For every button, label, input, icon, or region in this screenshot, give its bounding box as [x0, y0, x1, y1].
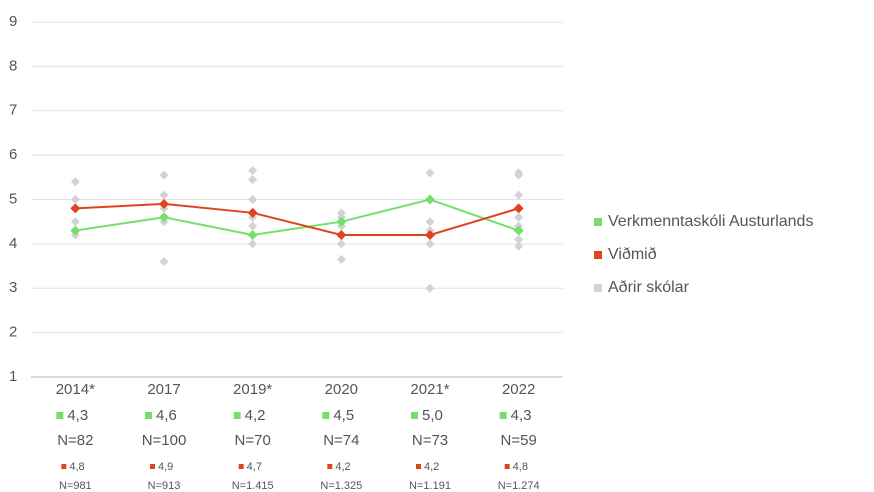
series-point: [70, 225, 81, 236]
legend-swatch: [594, 218, 602, 226]
value-label: 4,6: [156, 407, 177, 424]
series-point: [336, 230, 347, 240]
n-label: N=1.191: [409, 480, 451, 492]
other-school-point: [425, 168, 435, 178]
value-swatch: [61, 464, 67, 469]
other-school-point: [336, 239, 346, 249]
legend-swatch: [594, 251, 602, 259]
value-label: 4,9: [158, 461, 173, 473]
y-tick-label: 2: [9, 324, 17, 341]
value-label: 4,8: [69, 461, 84, 473]
legend-label: Viðmið: [608, 246, 657, 263]
legend-label: Verkmenntaskóli Austurlands: [608, 213, 813, 230]
other-school-point: [514, 212, 524, 222]
y-tick-label: 5: [9, 190, 17, 207]
other-school-point: [514, 190, 524, 200]
series-line: [75, 202, 519, 236]
x-tick-label: 2014*: [56, 381, 95, 398]
value-swatch: [56, 412, 64, 419]
y-tick-label: 7: [9, 102, 17, 119]
other-school-point: [159, 257, 169, 267]
value-swatch: [238, 464, 244, 469]
n-label: N=73: [412, 432, 448, 449]
value-swatch: [416, 464, 421, 469]
other-school-point: [248, 221, 258, 231]
n-label: N=59: [501, 432, 537, 449]
value-swatch: [327, 464, 333, 469]
value-label: 4,3: [511, 407, 532, 424]
series-point: [159, 212, 169, 223]
value-swatch: [322, 412, 330, 419]
value-label: 4,2: [335, 461, 350, 473]
y-tick-label: 3: [9, 279, 17, 296]
n-label: N=1.415: [232, 480, 274, 492]
value-swatch: [504, 464, 510, 469]
value-label: 4,7: [247, 461, 262, 473]
x-tick-label: 2017: [147, 381, 180, 398]
x-tick-label: 2019*: [233, 381, 272, 398]
other-school-point: [514, 234, 524, 244]
other-school-point: [514, 241, 524, 251]
x-tick-label: 2020: [325, 381, 358, 398]
n-label: N=1.325: [320, 480, 362, 492]
n-label: N=981: [59, 480, 92, 492]
other-school-point: [248, 175, 258, 185]
value-swatch: [499, 412, 507, 419]
other-school-point: [159, 170, 169, 180]
series-point: [247, 207, 258, 218]
n-label: N=74: [323, 432, 359, 449]
other-school-point: [425, 239, 435, 249]
other-school-point: [425, 217, 435, 227]
other-school-point: [70, 177, 80, 187]
other-school-point: [425, 283, 435, 293]
other-school-point: [159, 190, 169, 200]
other-school-point: [70, 195, 80, 204]
y-tick-label: 4: [9, 235, 17, 252]
y-tick-label: 6: [9, 146, 17, 163]
series-point: [70, 203, 81, 214]
other-school-point: [248, 239, 258, 249]
legend-swatch: [594, 284, 602, 292]
y-tick-label: 8: [9, 57, 17, 74]
series-point: [247, 230, 258, 240]
n-label: N=100: [142, 432, 187, 449]
value-label: 4,2: [424, 461, 439, 473]
series-point: [425, 230, 435, 240]
series-point: [425, 194, 435, 205]
x-tick-label: 2021*: [410, 381, 449, 398]
other-school-point: [248, 195, 258, 204]
series-point: [336, 216, 347, 227]
value-swatch: [150, 464, 155, 469]
value-label: 4,2: [245, 407, 266, 424]
series-point: [513, 203, 524, 214]
other-school-point: [70, 217, 80, 227]
series-point: [159, 198, 169, 209]
value-label: 4,5: [333, 407, 354, 424]
value-label: 4,3: [67, 407, 88, 424]
value-swatch: [145, 412, 152, 419]
series-point: [513, 225, 524, 236]
value-swatch: [411, 412, 418, 419]
n-label: N=1.274: [498, 480, 540, 492]
value-swatch: [233, 412, 241, 419]
n-label: N=70: [235, 432, 271, 449]
y-tick-label: 1: [9, 368, 17, 385]
n-label: N=913: [148, 480, 181, 492]
legend-label: Aðrir skólar: [608, 279, 690, 296]
other-school-point: [248, 166, 258, 176]
series-line: [75, 198, 519, 237]
n-label: N=82: [57, 432, 93, 449]
x-tick-label: 2022: [502, 381, 535, 398]
other-school-point: [336, 254, 346, 264]
value-label: 4,8: [513, 461, 528, 473]
y-tick-label: 9: [9, 13, 17, 30]
other-school-point: [514, 170, 524, 180]
value-label: 5,0: [422, 407, 443, 424]
